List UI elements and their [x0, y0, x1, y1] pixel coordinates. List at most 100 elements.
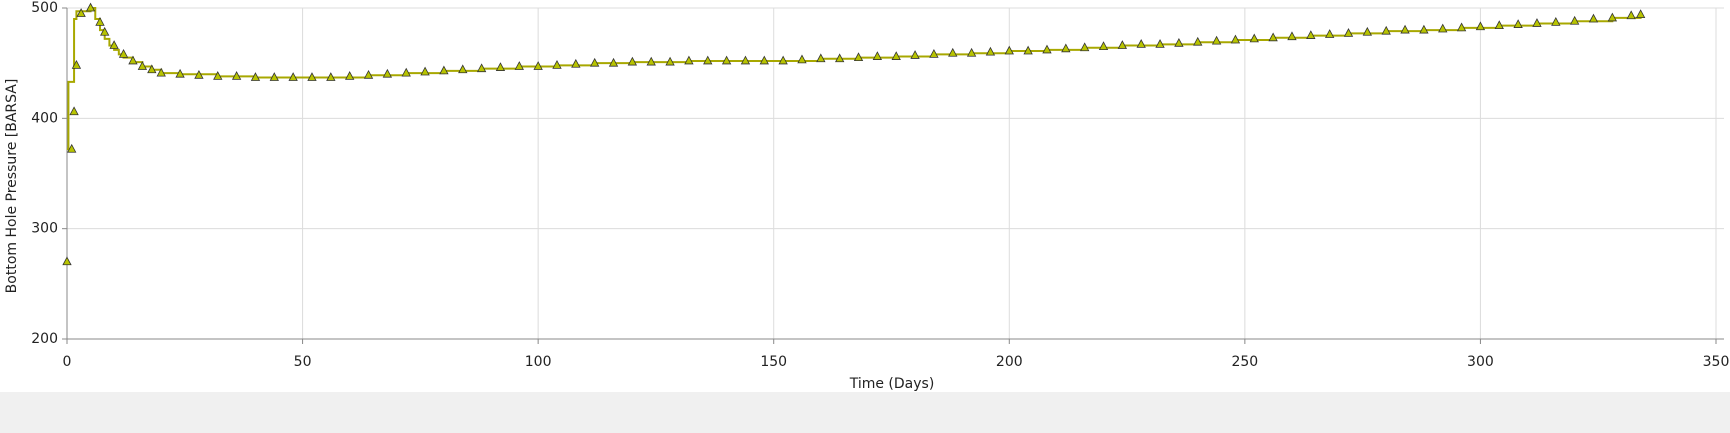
data-point	[853, 52, 864, 62]
data-point	[816, 53, 826, 63]
data-point	[62, 256, 72, 266]
data-point	[250, 72, 261, 81]
data-point	[1136, 39, 1146, 48]
data-point	[1456, 22, 1467, 32]
data-point	[571, 58, 581, 68]
x-tick-label: 350	[1703, 354, 1730, 370]
data-point	[665, 56, 675, 66]
data-point	[966, 47, 977, 57]
data-point	[1098, 41, 1109, 51]
data-point	[1230, 34, 1241, 44]
data-point	[288, 72, 298, 81]
data-point	[1362, 26, 1373, 36]
data-point	[67, 143, 77, 153]
x-tick-label: 0	[63, 354, 72, 370]
data-point	[590, 57, 600, 67]
x-tick-label: 150	[760, 354, 787, 370]
data-point	[420, 66, 430, 76]
y-axis-title: Bottom Hole Pressure [BARSA]	[4, 79, 20, 294]
data-point	[95, 16, 105, 26]
data-point	[476, 63, 487, 73]
y-tick-label: 300	[31, 221, 58, 237]
data-point	[439, 65, 449, 75]
data-point	[1249, 33, 1259, 43]
data-point	[646, 56, 656, 66]
data-point	[1569, 15, 1580, 25]
data-point	[929, 48, 939, 58]
data-point	[1494, 20, 1504, 30]
data-point	[778, 55, 788, 65]
data-point	[109, 40, 119, 49]
data-point	[552, 60, 562, 69]
data-point	[118, 48, 129, 58]
data-point	[269, 72, 279, 81]
x-tick-label: 300	[1467, 354, 1494, 370]
data-point	[948, 47, 958, 57]
data-point	[1117, 40, 1128, 49]
data-point	[1080, 42, 1090, 52]
data-point	[495, 62, 506, 71]
x-tick-label: 50	[294, 354, 312, 370]
data-point	[156, 67, 166, 77]
y-tick-label: 500	[31, 0, 58, 16]
data-point	[1211, 35, 1222, 45]
data-point	[1042, 44, 1052, 54]
data-point	[1155, 39, 1165, 48]
data-point	[1588, 13, 1599, 23]
data-point	[85, 2, 96, 12]
data-point	[175, 68, 185, 78]
data-point	[1004, 45, 1014, 55]
x-axis-title: Time (Days)	[849, 376, 935, 392]
data-point	[1306, 30, 1316, 39]
data-point	[1607, 12, 1618, 22]
data-point	[1419, 24, 1429, 34]
data-point	[1635, 9, 1646, 19]
data-point	[1061, 43, 1071, 53]
data-point	[1268, 32, 1278, 42]
data-point	[1513, 19, 1523, 28]
data-point	[1287, 31, 1297, 41]
x-tick-label: 200	[996, 354, 1023, 370]
footer-bar	[0, 392, 1730, 433]
data-point	[137, 61, 148, 70]
data-point	[1400, 24, 1410, 34]
data-point	[1174, 37, 1184, 47]
data-point	[231, 71, 242, 80]
data-point	[1475, 21, 1486, 31]
data-point	[194, 69, 204, 79]
data-point	[401, 67, 411, 77]
data-point	[684, 55, 694, 65]
data-point	[147, 64, 157, 74]
data-point	[326, 72, 336, 81]
data-point	[363, 69, 374, 79]
data-point	[797, 54, 807, 64]
data-point	[910, 50, 920, 59]
data-point	[71, 60, 82, 69]
data-point	[1324, 29, 1335, 38]
data-point	[1193, 36, 1203, 46]
data-point	[76, 8, 86, 17]
data-point	[1381, 25, 1391, 35]
data-point	[759, 55, 769, 65]
x-tick-label: 100	[525, 354, 552, 370]
data-point	[1023, 45, 1033, 55]
data-point	[835, 53, 845, 63]
data-point	[703, 55, 713, 65]
data-point	[608, 57, 619, 67]
data-point	[1438, 23, 1448, 33]
data-point	[1626, 10, 1636, 20]
data-point	[100, 26, 110, 36]
data-point	[128, 55, 138, 65]
data-point	[382, 68, 393, 78]
data-point	[891, 51, 901, 60]
data-point	[872, 51, 883, 60]
data-point	[740, 55, 751, 65]
y-tick-label: 400	[31, 110, 58, 126]
data-point	[514, 61, 524, 70]
data-point	[627, 56, 638, 66]
data-point	[1532, 18, 1542, 27]
data-point	[721, 55, 732, 65]
data-point	[345, 71, 355, 80]
data-point	[1551, 16, 1561, 26]
